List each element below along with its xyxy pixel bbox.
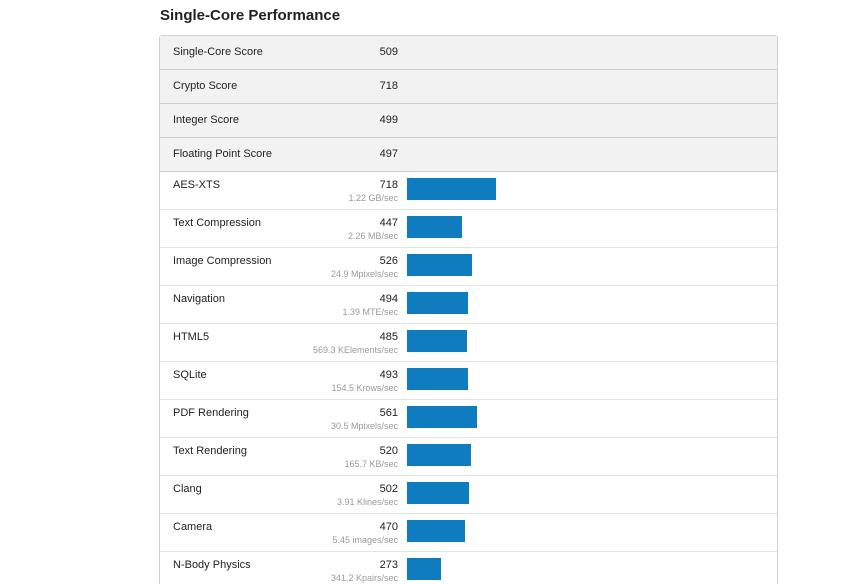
summary-score: 497	[379, 148, 398, 160]
score-bar-track	[407, 368, 737, 390]
benchmark-throughput: 569.3 KElements/sec	[312, 345, 398, 355]
score-bar-track	[407, 292, 737, 314]
benchmark-score: 493	[379, 369, 398, 381]
benchmark-row: Navigation 494 1.39 MTE/sec	[160, 286, 777, 324]
benchmark-name: Text Compression	[173, 217, 262, 229]
summary-row: Integer Score 499	[160, 104, 777, 138]
benchmark-row: Clang 502 3.91 Klines/sec	[160, 476, 777, 514]
benchmark-score: 526	[379, 255, 398, 267]
score-bar-track	[407, 178, 737, 200]
score-bar	[407, 178, 496, 200]
benchmark-list: AES-XTS 718 1.22 GB/sec Text Compression 447…	[160, 172, 777, 584]
summary-score: 499	[379, 114, 398, 126]
summary-name: Single-Core Score	[173, 46, 263, 58]
score-bar-track	[407, 444, 737, 466]
benchmark-score: 494	[379, 293, 398, 305]
benchmark-score: 718	[379, 179, 398, 191]
benchmark-row: N-Body Physics 273 341.2 Kpairs/sec	[160, 552, 777, 584]
benchmark-name: SQLite	[173, 369, 207, 381]
benchmark-row: Image Compression 526 24.9 Mpixels/sec	[160, 248, 777, 286]
benchmark-throughput: 154.5 Krows/sec	[331, 383, 398, 393]
summary-name: Crypto Score	[173, 80, 238, 92]
score-bar-track	[407, 216, 737, 238]
score-bar-track	[407, 520, 737, 542]
score-bar-track	[407, 406, 737, 428]
benchmark-name: Navigation	[173, 293, 225, 305]
benchmark-throughput: 30.5 Mpixels/sec	[330, 421, 398, 431]
benchmark-throughput: 3.91 Klines/sec	[336, 497, 398, 507]
benchmark-name: N-Body Physics	[173, 559, 251, 571]
score-bar-track	[407, 482, 737, 504]
benchmark-name: Image Compression	[173, 255, 272, 267]
benchmark-score: 561	[379, 407, 398, 419]
benchmark-score: 520	[379, 445, 398, 457]
score-bar-track	[407, 330, 737, 352]
score-bar	[407, 520, 465, 542]
score-bar	[407, 330, 467, 352]
benchmark-score: 447	[379, 217, 398, 229]
benchmark-score: 485	[379, 331, 398, 343]
summary-score: 509	[379, 46, 398, 58]
benchmark-name: Text Rendering	[173, 445, 247, 457]
benchmark-score: 273	[379, 559, 398, 571]
summary-name: Integer Score	[173, 114, 240, 126]
benchmark-name: HTML5	[173, 331, 210, 343]
benchmark-name: Camera	[173, 521, 213, 533]
summary-score: 718	[379, 80, 398, 92]
benchmark-throughput: 341.2 Kpairs/sec	[330, 573, 398, 583]
summary-name: Floating Point Score	[173, 148, 273, 160]
benchmark-name: AES-XTS	[173, 179, 221, 191]
benchmark-throughput: 1.22 GB/sec	[348, 193, 398, 203]
benchmark-row: HTML5 485 569.3 KElements/sec	[160, 324, 777, 362]
performance-table: Single-Core Score 509 Crypto Score 718 I…	[159, 35, 778, 584]
score-bar-track	[407, 254, 737, 276]
benchmark-throughput: 165.7 KB/sec	[344, 459, 398, 469]
score-bar	[407, 482, 469, 504]
benchmark-row: Text Rendering 520 165.7 KB/sec	[160, 438, 777, 476]
benchmark-row: AES-XTS 718 1.22 GB/sec	[160, 172, 777, 210]
summary-row: Floating Point Score 497	[160, 138, 777, 172]
benchmark-row: SQLite 493 154.5 Krows/sec	[160, 362, 777, 400]
summary-row: Single-Core Score 509	[160, 36, 777, 70]
benchmark-throughput: 1.39 MTE/sec	[342, 307, 398, 317]
score-bar	[407, 444, 471, 466]
benchmark-throughput: 2.26 MB/sec	[347, 231, 398, 241]
benchmark-throughput: 5.45 images/sec	[332, 535, 398, 545]
benchmark-name: Clang	[173, 483, 202, 495]
score-bar	[407, 292, 468, 314]
benchmark-score: 502	[379, 483, 398, 495]
benchmark-row: Text Compression 447 2.26 MB/sec	[160, 210, 777, 248]
score-bar	[407, 368, 468, 390]
score-bar	[407, 254, 472, 276]
benchmark-name: PDF Rendering	[173, 407, 249, 419]
benchmark-score: 470	[379, 521, 398, 533]
section-title: Single-Core Performance	[160, 7, 341, 24]
benchmark-row: PDF Rendering 561 30.5 Mpixels/sec	[160, 400, 777, 438]
benchmark-throughput: 24.9 Mpixels/sec	[330, 269, 398, 279]
summary-row: Crypto Score 718	[160, 70, 777, 104]
score-bar	[407, 558, 441, 580]
score-bar	[407, 406, 477, 428]
benchmark-row: Camera 470 5.45 images/sec	[160, 514, 777, 552]
score-bar	[407, 216, 462, 238]
score-bar-track	[407, 558, 737, 580]
